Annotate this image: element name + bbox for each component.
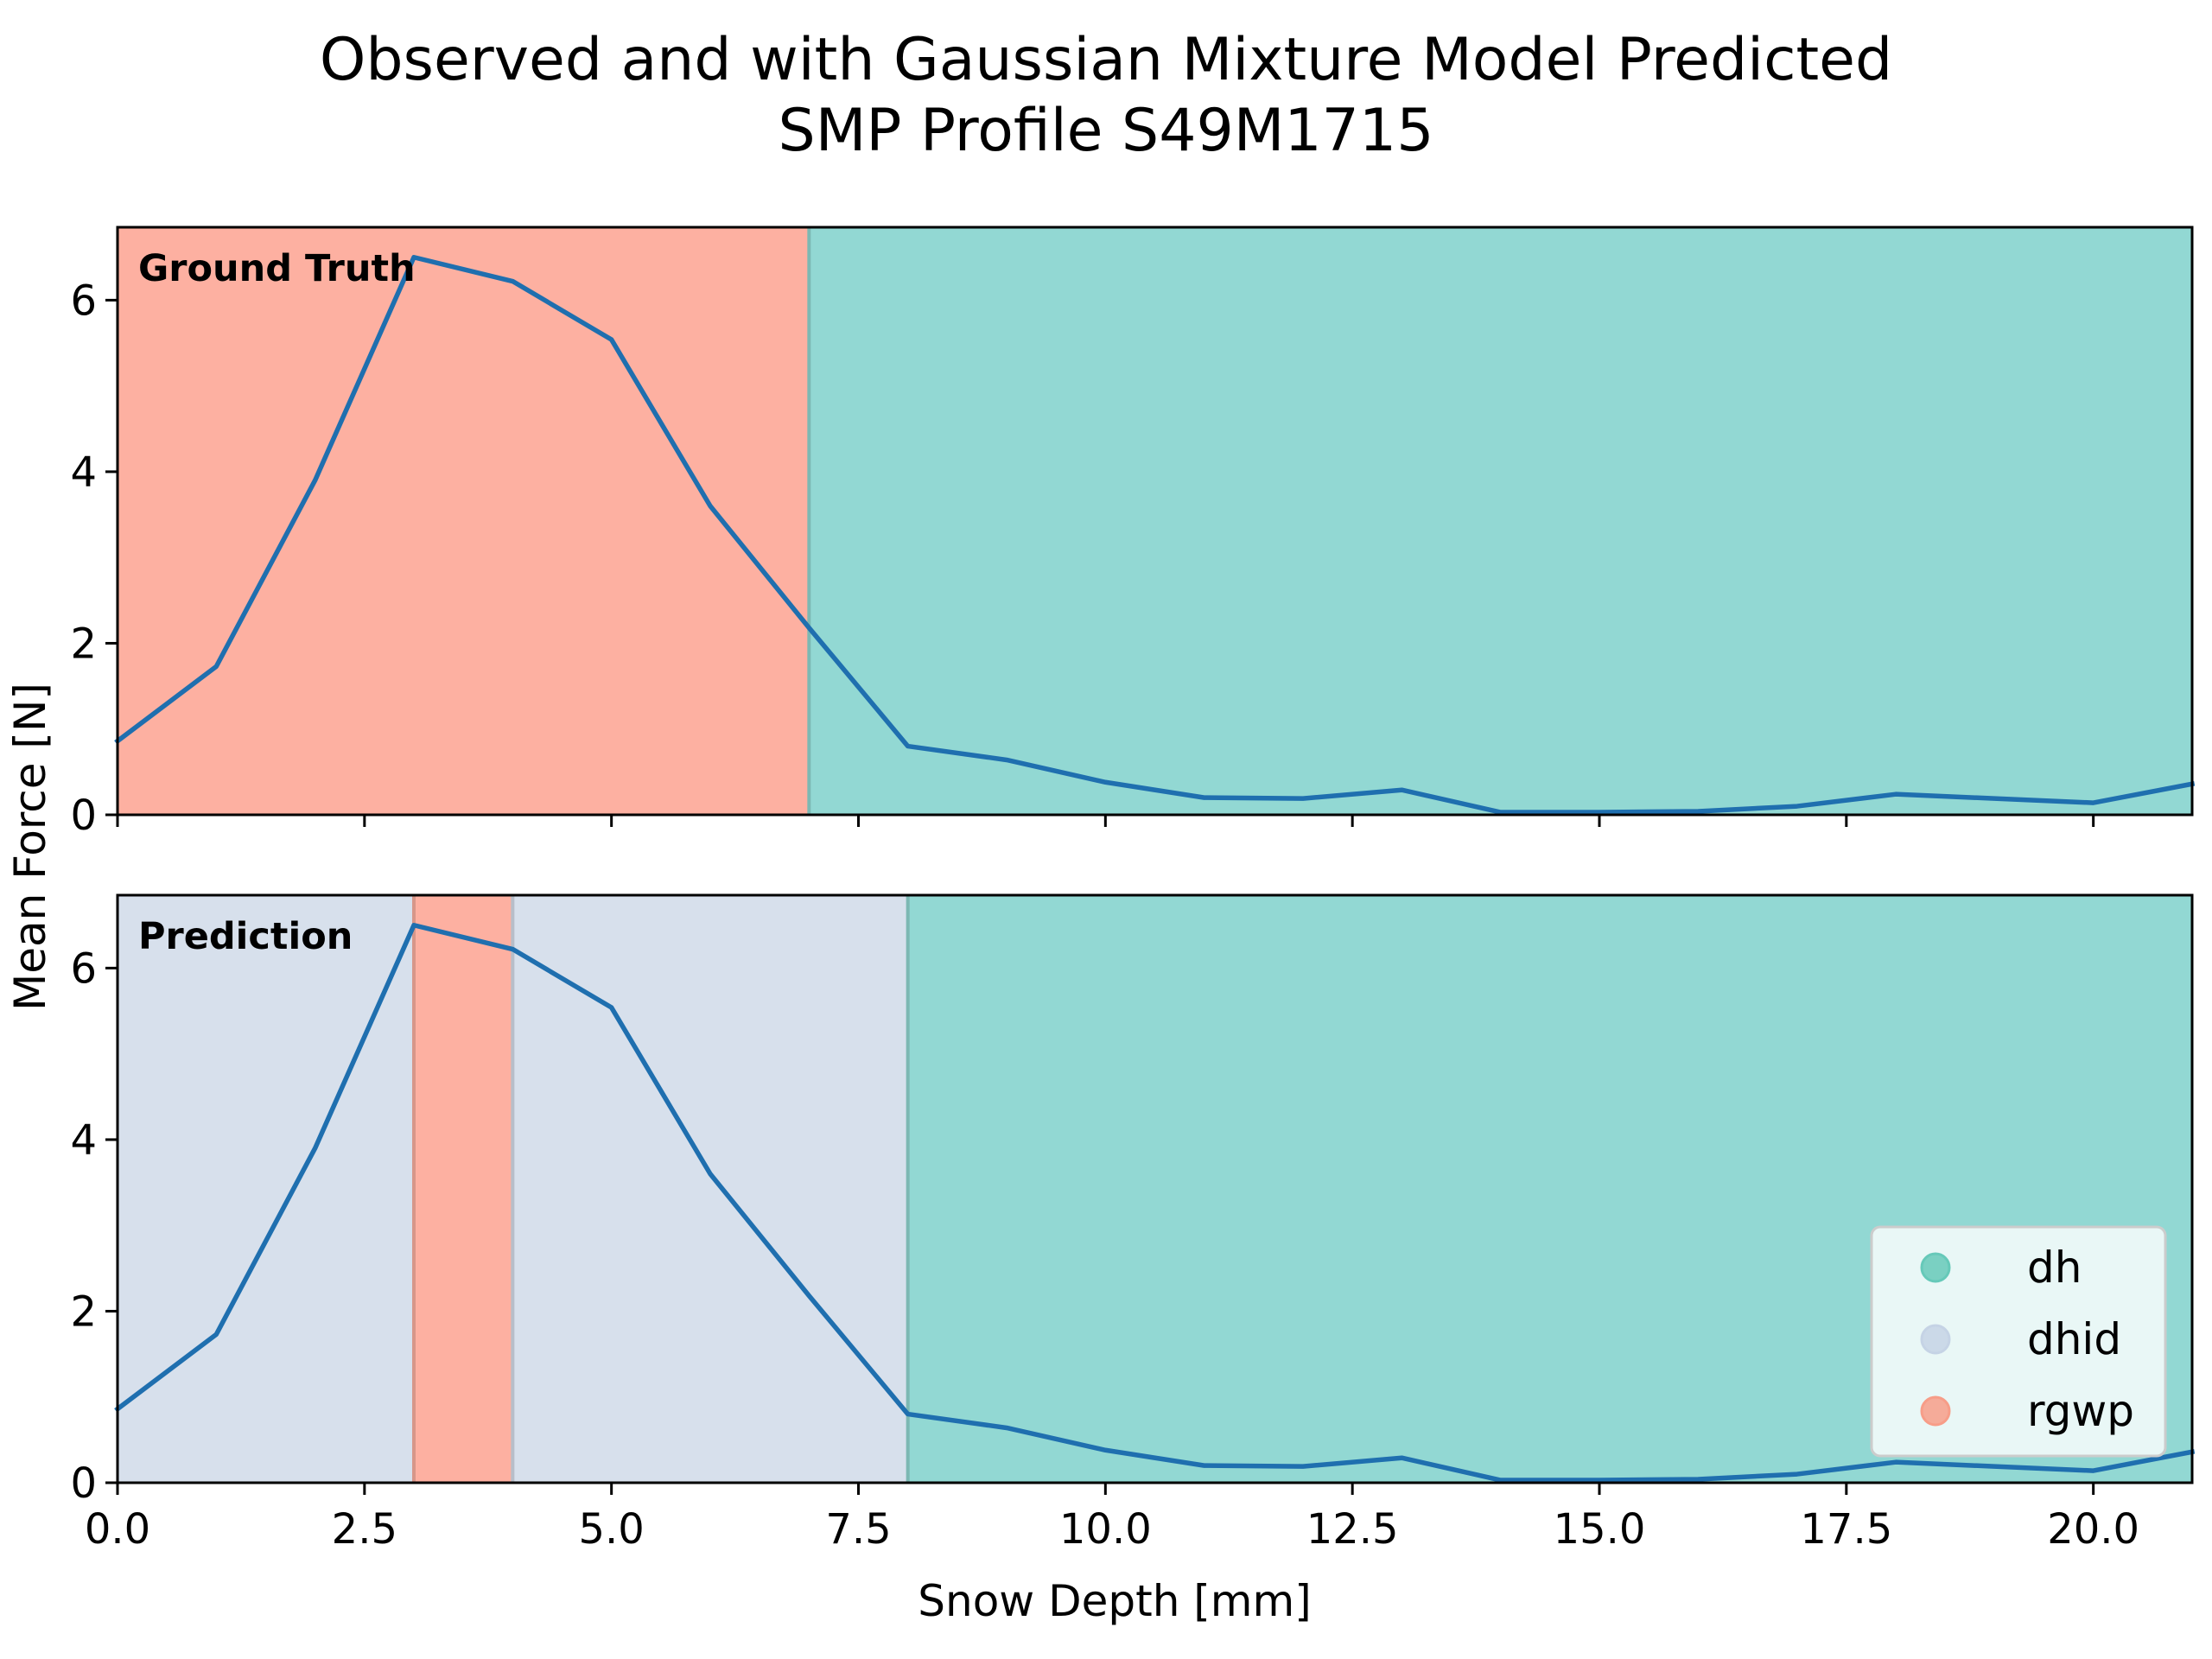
panel-ground-truth: 0 2 4 6 Ground Truth [70, 226, 2196, 840]
chart-title-line2: SMP Profile S49M1715 [778, 97, 1434, 165]
y-tick-label: 2 [70, 1287, 97, 1336]
x-tick-label: 2.5 [332, 1505, 397, 1554]
segment-dh [809, 227, 2193, 815]
x-axis-label: Snow Depth [mm] [918, 1576, 1311, 1626]
legend-marker-dhid [1920, 1324, 1951, 1355]
x-tick-label: 20.0 [2047, 1505, 2139, 1554]
panel-label: Ground Truth [138, 247, 416, 290]
x-tick-label: 17.5 [1800, 1505, 1892, 1554]
legend-box [1870, 1225, 2167, 1458]
y-tick-label: 2 [70, 620, 97, 668]
legend-label-dhid: dhid [2027, 1314, 2121, 1364]
y-tick-label: 4 [70, 448, 97, 497]
legend-label-dh: dh [2027, 1243, 2082, 1293]
series-line [114, 254, 2196, 815]
x-tick-label: 0.0 [85, 1505, 150, 1554]
y-tick-label: 4 [70, 1116, 97, 1165]
axes-frame [116, 893, 2194, 1484]
chart-title-line1: Observed and with Gaussian Mixture Model… [319, 26, 1893, 94]
y-tick-label: 0 [70, 1459, 97, 1508]
x-tick-label: 5.0 [578, 1505, 644, 1554]
x-tick-label: 15.0 [1554, 1505, 1646, 1554]
segment-rgwp [118, 227, 810, 815]
segment-rgwp [414, 895, 513, 1483]
x-axis-ticks: 0.0 2.5 5.0 7.5 10.0 12.5 15.0 17.5 20.0 [85, 1505, 2139, 1554]
y-axis-label: Mean Force [N] [5, 683, 55, 1011]
segment-dhid [512, 895, 908, 1483]
axes-frame [116, 226, 2194, 817]
series-line [114, 922, 2196, 1483]
segment-dhid [118, 895, 414, 1483]
y-tick-label: 6 [70, 276, 97, 325]
y-tick-label: 0 [70, 791, 97, 840]
panel-label: Prediction [138, 915, 353, 958]
legend-marker-dh [1920, 1252, 1951, 1283]
y-tick-label: 6 [70, 944, 97, 993]
legend-label-rgwp: rgwp [2027, 1386, 2134, 1436]
x-tick-label: 7.5 [825, 1505, 891, 1554]
x-tick-label: 12.5 [1306, 1505, 1399, 1554]
x-tick-label: 10.0 [1059, 1505, 1152, 1554]
legend-marker-rgwp [1920, 1395, 1951, 1427]
legend: dh dhid rgwp [1870, 1225, 2167, 1458]
